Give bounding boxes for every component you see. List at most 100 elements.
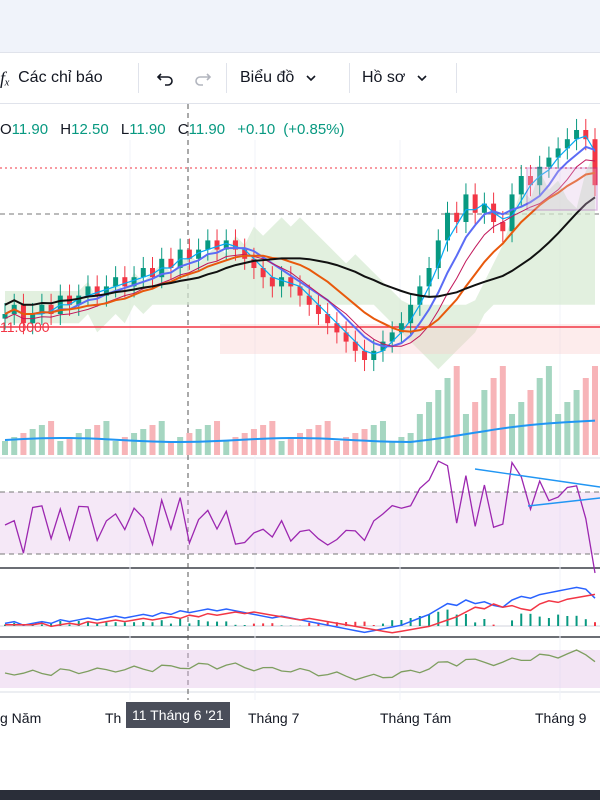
toolbar-divider xyxy=(138,63,139,93)
volume-bar xyxy=(453,366,460,455)
toolbar-divider xyxy=(226,63,227,93)
volume-bar xyxy=(278,441,285,455)
chart-canvas[interactable] xyxy=(0,104,600,790)
indicators-label: Các chỉ báo xyxy=(18,69,103,86)
volume-bar xyxy=(582,378,589,455)
volume-bar xyxy=(297,433,303,455)
candle-body xyxy=(500,222,506,232)
ohlc-legend: O11.90 H12.50 L11.90 C11.90 +0.10 (+0.85%… xyxy=(0,121,353,138)
candle-body xyxy=(398,323,404,333)
time-axis-label: Tháng 9 xyxy=(535,710,587,726)
volume-ma-line xyxy=(4,419,596,444)
volume-bar xyxy=(20,433,27,455)
volume-bar xyxy=(315,425,322,455)
candle-body xyxy=(509,194,515,232)
candle-body xyxy=(196,249,202,259)
low-value: 11.90 xyxy=(129,121,166,138)
volume-bar xyxy=(112,441,119,455)
volume-bar xyxy=(370,425,377,455)
rsi-trendline xyxy=(474,468,600,488)
candle-body xyxy=(131,277,137,287)
close-label: C xyxy=(177,121,189,138)
toolbar-divider xyxy=(456,63,457,93)
candle-body xyxy=(463,194,469,222)
volume-bar xyxy=(232,437,239,455)
chevron-down-icon xyxy=(417,75,427,82)
volume-bar xyxy=(131,433,138,455)
volume-bar xyxy=(435,390,442,455)
time-axis-label: Th xyxy=(105,710,122,726)
volume-bar xyxy=(398,437,405,455)
candle-body xyxy=(103,286,109,296)
candle-body xyxy=(325,314,331,324)
volume-bar xyxy=(241,433,248,455)
profile-menu-label: Hồ sơ xyxy=(362,69,406,86)
candle-body xyxy=(85,286,91,296)
volume-bar xyxy=(564,402,571,455)
open-value: 11.90 xyxy=(11,121,49,138)
resistance-zone xyxy=(220,324,600,354)
low-label: L xyxy=(120,121,130,138)
candle-body xyxy=(481,203,487,213)
price-line-label: 11.0000 xyxy=(0,319,50,335)
high-label: H xyxy=(60,121,72,138)
candle-body xyxy=(518,176,524,195)
volume-bar xyxy=(555,414,562,455)
candle-body xyxy=(223,240,229,250)
volume-bar xyxy=(38,425,45,455)
volume-bar xyxy=(167,441,174,455)
volume-bar xyxy=(204,425,211,455)
fx-icon: fₓ xyxy=(0,67,11,88)
volume-bar xyxy=(444,378,451,455)
crosshair-date-label: 11 Tháng 6 '21 xyxy=(126,702,230,728)
candle-body xyxy=(39,304,45,314)
candle-body xyxy=(269,277,275,287)
candle-body xyxy=(306,295,312,305)
redo-button[interactable] xyxy=(188,53,218,103)
volume-bar xyxy=(361,429,368,455)
candle-body xyxy=(297,286,303,296)
volume-bar xyxy=(343,437,350,455)
chart-menu-button[interactable]: Biểu đồ xyxy=(240,53,340,103)
volume-bar xyxy=(75,433,82,455)
volume-bar xyxy=(260,425,267,455)
candle-body xyxy=(2,314,8,319)
candle-body xyxy=(251,258,257,268)
macd-signal-line xyxy=(5,593,596,634)
volume-bar xyxy=(186,433,193,455)
range-box xyxy=(526,167,598,211)
candle-body xyxy=(76,295,82,305)
volume-bar xyxy=(287,437,294,455)
volume-bar xyxy=(472,402,479,455)
indicators-button[interactable]: fₓ Các chỉ báo xyxy=(0,53,130,103)
volume-bar xyxy=(518,402,525,455)
ma-line xyxy=(4,145,596,348)
candle-body xyxy=(426,268,432,287)
top-header-bar xyxy=(0,0,600,53)
close-value: 11.90 xyxy=(188,121,226,138)
undo-button[interactable] xyxy=(150,53,180,103)
volume-bar xyxy=(2,441,8,455)
candle-body xyxy=(592,139,598,186)
rsi-line xyxy=(4,460,596,574)
ma-line xyxy=(4,135,596,355)
high-value: 12.50 xyxy=(71,121,109,138)
candle-body xyxy=(186,249,192,259)
volume-bar xyxy=(407,433,414,455)
candle-body xyxy=(389,332,395,342)
candle-body xyxy=(113,277,119,287)
volume-bar xyxy=(416,414,423,455)
candle-body xyxy=(583,130,589,140)
volume-bar xyxy=(57,441,64,455)
volume-bar xyxy=(379,421,386,455)
volume-bar xyxy=(158,421,165,455)
candle-body xyxy=(472,194,478,213)
candle-body xyxy=(140,268,146,278)
volume-bar xyxy=(527,390,534,455)
candle-body xyxy=(371,350,377,360)
candle-body xyxy=(260,268,266,278)
candle-body xyxy=(408,304,414,324)
candle-body xyxy=(232,240,238,250)
candle-body xyxy=(48,304,54,314)
profile-menu-button[interactable]: Hồ sơ xyxy=(362,53,452,103)
